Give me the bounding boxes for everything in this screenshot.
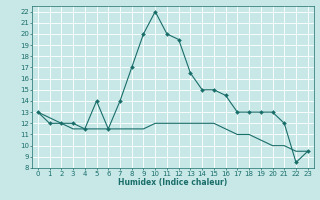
- X-axis label: Humidex (Indice chaleur): Humidex (Indice chaleur): [118, 178, 228, 187]
